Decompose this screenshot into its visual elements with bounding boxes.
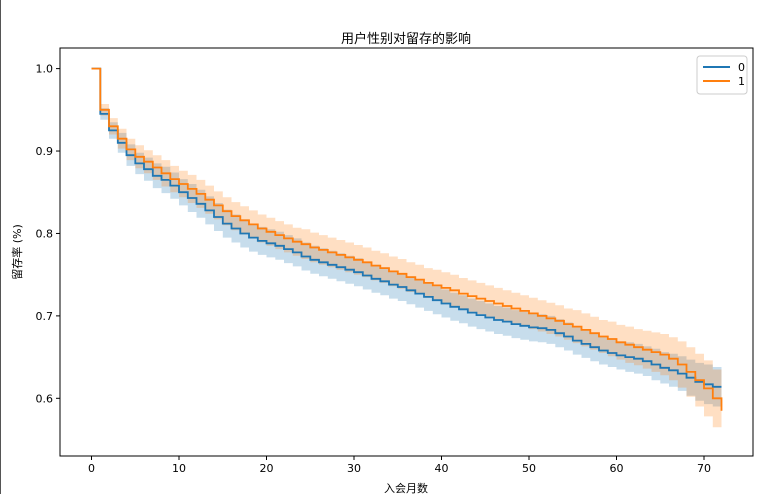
x-tick-label: 60 — [610, 462, 624, 475]
x-tick-label: 50 — [522, 462, 536, 475]
y-tick-label: 1.0 — [36, 63, 54, 76]
y-tick-label: 0.8 — [36, 227, 54, 240]
x-tick-label: 30 — [347, 462, 361, 475]
legend: 01 — [696, 55, 748, 95]
x-tick-label: 70 — [697, 462, 711, 475]
y-tick-label: 0.9 — [36, 145, 54, 158]
x-tick-label: 20 — [260, 462, 274, 475]
legend-label-1: 1 — [738, 75, 745, 88]
x-tick-label: 0 — [88, 462, 95, 475]
confidence-bands — [91, 68, 722, 436]
window-left-border — [0, 0, 1, 494]
survival-lines — [91, 67, 723, 411]
x-tick-label: 40 — [435, 462, 449, 475]
confidence-band-1 — [91, 68, 722, 436]
x-tick-label: 10 — [172, 462, 186, 475]
chart-title: 用户性别对留存的影响 — [341, 31, 471, 47]
y-axis: 0.6 0.7 0.8 0.9 1.0 — [36, 63, 60, 405]
y-tick-label: 0.6 — [36, 392, 54, 405]
legend-box — [696, 55, 748, 95]
legend-label-0: 0 — [738, 61, 745, 74]
survival-line-1 — [91, 67, 723, 411]
y-axis-label: 留存率 (%) — [10, 224, 24, 280]
y-tick-label: 0.7 — [36, 310, 54, 323]
survival-line-0 — [91, 67, 722, 388]
x-axis-label: 入会月数 — [384, 482, 428, 494]
x-axis: 0 10 20 30 40 50 60 70 — [88, 456, 711, 475]
plot-area — [59, 47, 754, 457]
